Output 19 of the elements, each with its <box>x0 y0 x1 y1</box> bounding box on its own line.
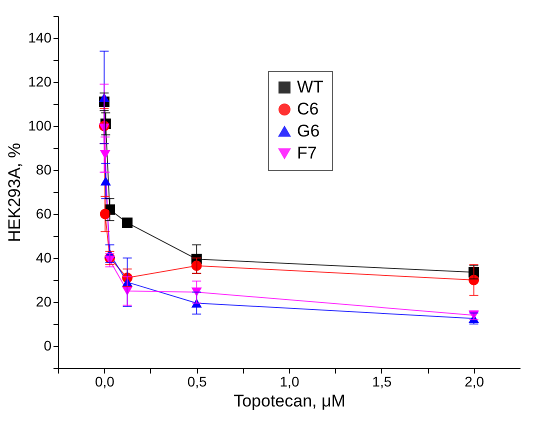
x-tick-label: 1,0 <box>280 374 300 390</box>
legend-label: F7 <box>297 144 317 162</box>
y-tick-label: 0 <box>44 338 52 354</box>
y-tick-label: 60 <box>36 206 52 222</box>
y-tick-label: 40 <box>36 250 52 266</box>
y-axis-title: HEK293A, % <box>5 142 24 242</box>
legend-label: C6 <box>297 100 319 118</box>
x-axis-title: Topotecan, μM <box>234 392 346 410</box>
x-tick-label: 0,5 <box>187 374 208 390</box>
legend-label: WT <box>297 78 324 96</box>
x-tick-label: 2,0 <box>464 374 484 390</box>
legend-label: G6 <box>297 122 320 140</box>
y-tick-label: 20 <box>36 294 52 310</box>
y-tick-label: 140 <box>28 30 52 46</box>
y-tick-label: 100 <box>28 118 52 134</box>
y-tick-label: 80 <box>36 162 52 178</box>
y-tick-label: 120 <box>28 74 52 90</box>
x-tick-label: 0,0 <box>94 374 115 390</box>
x-tick-label: 1,5 <box>372 374 392 390</box>
